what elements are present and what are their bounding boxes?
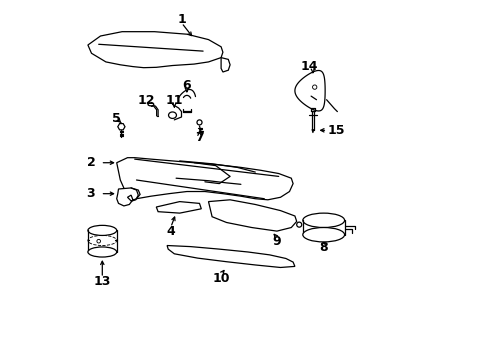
Ellipse shape: [296, 222, 301, 227]
Text: 4: 4: [166, 225, 175, 238]
Ellipse shape: [302, 228, 344, 242]
Text: 3: 3: [86, 187, 95, 200]
Text: 12: 12: [138, 94, 155, 107]
Ellipse shape: [148, 103, 153, 106]
Text: 2: 2: [87, 156, 96, 169]
Ellipse shape: [302, 213, 344, 228]
Ellipse shape: [197, 120, 202, 125]
Polygon shape: [88, 32, 223, 68]
Polygon shape: [167, 246, 294, 267]
Ellipse shape: [312, 85, 316, 89]
Text: 14: 14: [300, 60, 317, 73]
Text: 8: 8: [319, 241, 327, 254]
Text: 11: 11: [165, 94, 183, 107]
Text: 15: 15: [326, 124, 344, 137]
Text: 9: 9: [272, 235, 281, 248]
Ellipse shape: [88, 247, 117, 257]
Ellipse shape: [168, 112, 176, 118]
Ellipse shape: [97, 239, 101, 243]
Polygon shape: [117, 188, 140, 206]
Text: 10: 10: [212, 273, 229, 285]
Polygon shape: [117, 158, 292, 200]
Polygon shape: [118, 123, 125, 130]
Text: 7: 7: [195, 131, 203, 144]
Polygon shape: [294, 71, 325, 111]
Text: 5: 5: [112, 112, 121, 125]
Ellipse shape: [88, 225, 117, 235]
Text: 13: 13: [93, 275, 111, 288]
Text: 6: 6: [182, 79, 191, 92]
Text: 1: 1: [177, 13, 185, 26]
Polygon shape: [156, 202, 201, 213]
Polygon shape: [208, 200, 296, 231]
Polygon shape: [221, 58, 230, 72]
